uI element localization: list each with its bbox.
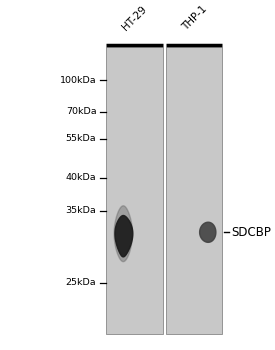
Text: 55kDa: 55kDa: [66, 134, 97, 144]
Text: 40kDa: 40kDa: [66, 173, 97, 182]
Bar: [106, 47, 163, 334]
Text: 25kDa: 25kDa: [66, 278, 97, 287]
Bar: [166, 47, 222, 334]
Text: 70kDa: 70kDa: [66, 107, 97, 116]
Text: THP-1: THP-1: [180, 4, 208, 33]
Text: 100kDa: 100kDa: [60, 76, 97, 84]
Text: HT-29: HT-29: [120, 4, 148, 33]
Polygon shape: [114, 206, 133, 262]
Polygon shape: [115, 216, 133, 257]
Polygon shape: [200, 222, 216, 242]
Text: SDCBP: SDCBP: [231, 226, 271, 239]
Text: 35kDa: 35kDa: [66, 206, 97, 215]
